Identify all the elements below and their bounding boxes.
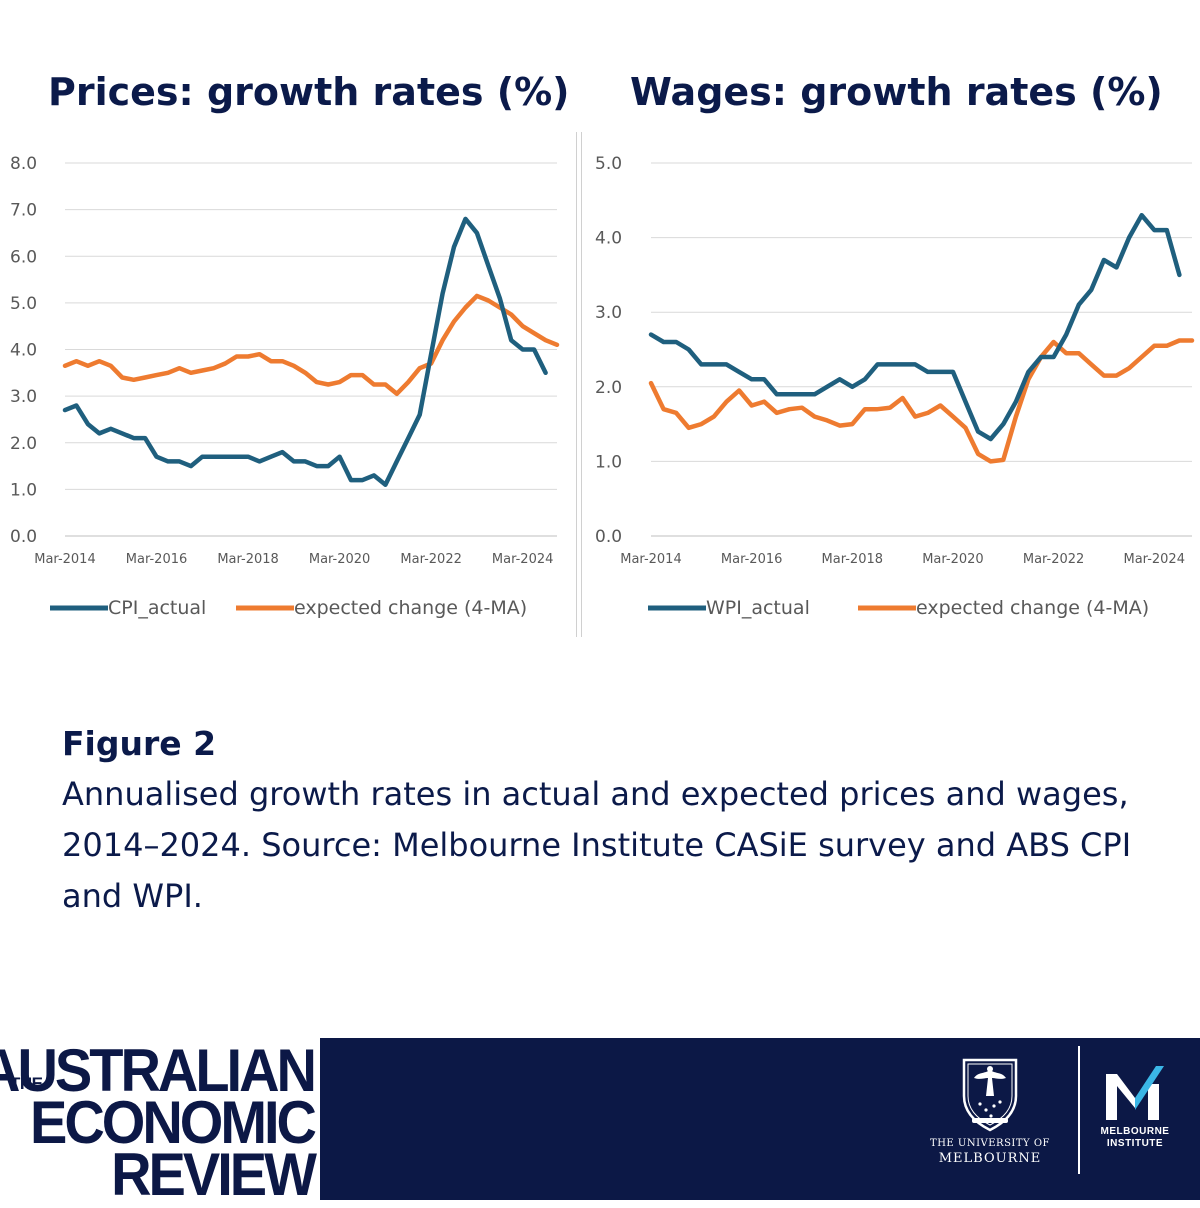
wages-chart-title: Wages: growth rates (%): [630, 70, 1163, 114]
y-tick-label: 8.0: [10, 154, 37, 174]
footer-band: [320, 1038, 1200, 1200]
uom-crest-icon: [962, 1058, 1018, 1132]
y-tick-label: 0.0: [10, 527, 37, 547]
prices-chart: 0.0 1.0 2.0 3.0 4.0 5.0 6.0 7.0 8.0 Mar-2014 Mar-2…: [10, 154, 560, 619]
prices-chart-title: Prices: growth rates (%): [48, 70, 570, 114]
aer-logo-line-2: ECONOMIC: [30, 1087, 317, 1156]
y-tick-label: 2.0: [595, 378, 622, 398]
x-tick-label: Mar-2018: [217, 552, 278, 567]
y-tick-label: 1.0: [595, 452, 622, 472]
x-tick-label: Mar-2022: [400, 552, 461, 567]
figure-caption-title: Figure 2: [62, 724, 217, 763]
series-line-expected: [648, 338, 1195, 464]
series-line-actual: [62, 216, 548, 487]
aer-logo-line-3: REVIEW: [111, 1139, 317, 1208]
mi-logo-line-2: INSTITUTE: [1106, 1138, 1164, 1149]
x-tick-label: Mar-2018: [822, 552, 883, 567]
chart-divider: [576, 132, 582, 637]
y-tick-label: 3.0: [10, 387, 37, 407]
y-tick-label: 0.0: [595, 527, 622, 547]
mi-logo-line-1: MELBOURNE: [1100, 1126, 1170, 1137]
footer: THE AUSTRALIAN ECONOMIC REVIEW THE UNIVE…: [0, 1038, 1200, 1204]
aer-logo-the: THE: [10, 1074, 43, 1093]
melbourne-institute-logo: MELBOURNE INSTITUTE: [1090, 1060, 1180, 1150]
aer-logo-line-1: AUSTRALIAN: [0, 1035, 317, 1104]
x-tick-label: Mar-2014: [34, 552, 95, 567]
legend-label: expected change (4-MA): [294, 597, 527, 619]
y-tick-label: 2.0: [10, 434, 37, 454]
uom-logo-line-1: THE UNIVERSITY OF: [930, 1138, 1050, 1149]
y-tick-label: 1.0: [10, 480, 37, 500]
x-tick-label: Mar-2016: [721, 552, 782, 567]
series-line-actual: [648, 212, 1182, 442]
x-tick-label: Mar-2016: [126, 552, 187, 567]
y-tick-label: 4.0: [10, 341, 37, 361]
university-of-melbourne-logo: THE UNIVERSITY OF MELBOURNE: [925, 1056, 1055, 1166]
figure-caption: Figure 2 Annualised growth rates in actu…: [62, 724, 1172, 922]
x-tick-label: Mar-2020: [309, 552, 370, 567]
uom-logo-line-2: MELBOURNE: [938, 1151, 1042, 1166]
y-tick-label: 7.0: [10, 201, 37, 221]
legend-label: expected change (4-MA): [916, 597, 1149, 619]
legend-label: CPI_actual: [108, 597, 206, 619]
x-tick-label: Mar-2024: [1124, 552, 1185, 567]
x-tick-label: Mar-2014: [620, 552, 681, 567]
y-tick-label: 5.0: [595, 154, 622, 174]
melbourne-institute-mark-icon: [1106, 1066, 1164, 1120]
y-tick-label: 3.0: [595, 303, 622, 323]
series-line-expected: [62, 293, 560, 397]
x-tick-label: Mar-2020: [922, 552, 983, 567]
x-tick-label: Mar-2024: [492, 552, 553, 567]
footer-logo-divider: [1078, 1046, 1080, 1174]
legend-label: WPI_actual: [706, 597, 810, 619]
x-tick-label: Mar-2022: [1023, 552, 1084, 567]
wages-chart: 0.0 1.0 2.0 3.0 4.0 5.0 Mar-2014 Mar-2016 Mar-20…: [595, 154, 1195, 619]
y-tick-label: 4.0: [595, 229, 622, 249]
aer-logo: THE AUSTRALIAN ECONOMIC REVIEW: [0, 1039, 317, 1203]
y-tick-label: 5.0: [10, 294, 37, 314]
y-tick-label: 6.0: [10, 247, 37, 267]
figure-caption-text: Annualised growth rates in actual and ex…: [62, 775, 1132, 915]
